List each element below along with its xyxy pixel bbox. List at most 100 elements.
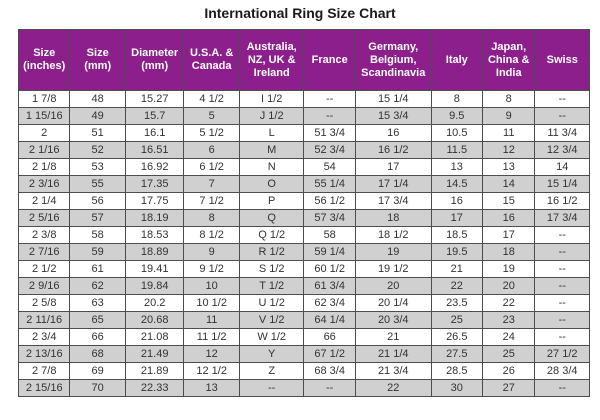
table-cell: W 1/2	[238, 328, 305, 346]
table-cell: 59 1/4	[303, 243, 356, 261]
table-cell: N	[238, 158, 305, 176]
table-cell: 16 1/2	[534, 192, 590, 210]
table-cell: 17.35	[124, 175, 185, 193]
table-cell: 1 15/16	[17, 107, 71, 125]
table-cell: 18.19	[124, 209, 185, 227]
table-cell: 2 7/8	[17, 362, 71, 380]
table-cell: 2 5/16	[17, 209, 71, 227]
table-cell: 17 1/4	[354, 175, 432, 193]
table-cell: 57 3/4	[303, 209, 356, 227]
table-cell: 8	[481, 90, 536, 108]
table-cell: 9.5	[430, 107, 484, 125]
table-cell: 55 1/4	[303, 175, 356, 193]
table-cell: 27 1/2	[534, 345, 590, 363]
column-header: Swiss	[534, 29, 590, 91]
table-row: 2 1/8 53 16.92 6 1/2 N 54 17 13 13 14	[17, 158, 590, 176]
table-cell: V 1/2	[238, 311, 305, 329]
table-cell: Z	[238, 362, 305, 380]
table-cell: --	[534, 277, 590, 295]
table-cell: 12 1/2	[183, 362, 240, 380]
table-cell: 12	[183, 345, 240, 363]
table-cell: O	[238, 175, 305, 193]
table-cell: 62 3/4	[303, 294, 356, 312]
table-cell: --	[303, 379, 356, 397]
table-cell: 24	[481, 328, 536, 346]
table-cell: 70	[69, 379, 126, 397]
table-cell: 21	[354, 328, 432, 346]
table-cell: 8 1/2	[183, 226, 240, 244]
table-cell: 58	[303, 226, 356, 244]
table-cell: 52	[69, 141, 126, 159]
table-cell: S 1/2	[238, 260, 305, 278]
header-row: Size (inches) Size (mm) Diameter (mm) U.S.A…	[17, 29, 590, 91]
table-cell: R 1/2	[238, 243, 305, 261]
table-cell: 2 9/16	[17, 277, 71, 295]
table-cell: M	[238, 141, 305, 159]
table-cell: 2 5/8	[17, 294, 71, 312]
table-cell: 51	[69, 124, 126, 142]
table-cell: 68	[69, 345, 126, 363]
table-cell: 27.5	[430, 345, 484, 363]
table-cell: 62	[69, 277, 126, 295]
table-cell: J 1/2	[238, 107, 305, 125]
table-cell: 26	[481, 362, 536, 380]
table-cell: 22	[430, 277, 484, 295]
table-cell: 14	[481, 175, 536, 193]
table-row: 1 15/16 49 15.7 5 J 1/2 -- 15 3/4 9.5 9 --	[17, 107, 590, 125]
table-cell: T 1/2	[238, 277, 305, 295]
table-cell: 11	[183, 311, 240, 329]
table-cell: 21	[430, 260, 484, 278]
column-header: Japan, China & India	[481, 29, 536, 91]
table-cell: P	[238, 192, 305, 210]
table-cell: 4 1/2	[183, 90, 240, 108]
table-cell: 11 3/4	[534, 124, 590, 142]
table-cell: 53	[69, 158, 126, 176]
table-row: 2 3/16 55 17.35 7 O 55 1/4 17 1/4 14.5 14 15 1/4	[17, 175, 590, 193]
table-cell: 13	[481, 158, 536, 176]
table-cell: 9	[481, 107, 536, 125]
table-cell: 21.89	[124, 362, 185, 380]
table-cell: 15.27	[124, 90, 185, 108]
table-cell: 17	[354, 158, 432, 176]
table-cell: 18.89	[124, 243, 185, 261]
table-cell: 59	[69, 243, 126, 261]
table-cell: 15 1/4	[354, 90, 432, 108]
table-cell: --	[534, 226, 590, 244]
table-row: 2 1/4 56 17.75 7 1/2 P 56 1/2 17 3/4 16 15 16 1/2	[17, 192, 590, 210]
table-cell: 51 3/4	[303, 124, 356, 142]
table-cell: 2 13/16	[17, 345, 71, 363]
table-cell: 57	[69, 209, 126, 227]
table-cell: 14.5	[430, 175, 484, 193]
column-header: U.S.A. & Canada	[183, 29, 240, 91]
table-cell: 16	[430, 192, 484, 210]
table-row: 2 7/8 69 21.89 12 1/2 Z 68 3/4 21 3/4 28.5 26 28 …	[17, 362, 590, 380]
table-cell: 18	[354, 209, 432, 227]
table-cell: 48	[69, 90, 126, 108]
table-cell: 52 3/4	[303, 141, 356, 159]
table-cell: --	[534, 328, 590, 346]
table-row: 2 51 16.1 5 1/2 L 51 3/4 16 10.5 11 11 3/4	[17, 124, 590, 142]
table-cell: 54	[303, 158, 356, 176]
table-cell: 61	[69, 260, 126, 278]
table-cell: 18.53	[124, 226, 185, 244]
table-cell: 27	[481, 379, 536, 397]
table-cell: 21 3/4	[354, 362, 432, 380]
table-cell: 17 3/4	[534, 209, 590, 227]
table-cell: 10.5	[430, 124, 484, 142]
table-cell: 21.49	[124, 345, 185, 363]
column-header: Size (inches)	[17, 29, 71, 91]
table-cell: 2 3/8	[17, 226, 71, 244]
table-cell: 16.1	[124, 124, 185, 142]
column-header: Germany, Belgium, Scandinavia	[354, 29, 432, 91]
table-cell: 20	[481, 277, 536, 295]
column-header: Australia, NZ, UK & Ireland	[238, 29, 305, 91]
table-cell: 5 1/2	[183, 124, 240, 142]
table-cell: 55	[69, 175, 126, 193]
table-cell: 5	[183, 107, 240, 125]
table-cell: 2 7/16	[17, 243, 71, 261]
table-cell: 15.7	[124, 107, 185, 125]
table-cell: 9 1/2	[183, 260, 240, 278]
table-cell: 2 3/16	[17, 175, 71, 193]
table-cell: 68 3/4	[303, 362, 356, 380]
column-header: Size (mm)	[69, 29, 126, 91]
